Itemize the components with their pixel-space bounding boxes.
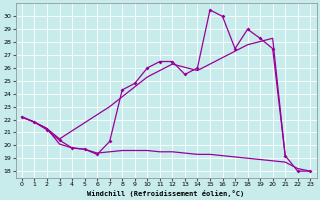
X-axis label: Windchill (Refroidissement éolien,°C): Windchill (Refroidissement éolien,°C) [87, 190, 245, 197]
